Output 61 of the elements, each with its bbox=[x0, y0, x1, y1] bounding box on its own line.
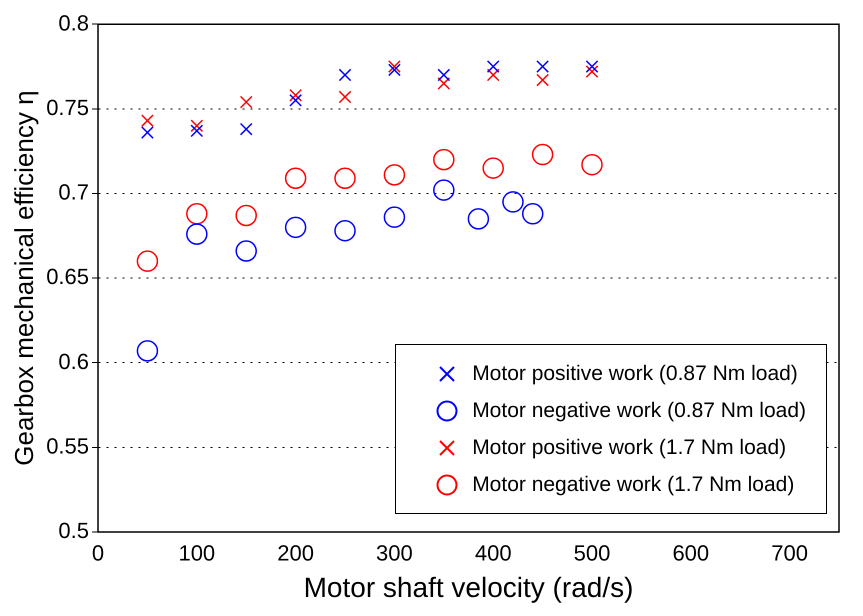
x-tick-label: 600 bbox=[672, 540, 710, 566]
point bbox=[190, 119, 204, 132]
point bbox=[284, 167, 306, 189]
point bbox=[586, 65, 598, 78]
point bbox=[334, 167, 356, 189]
point bbox=[486, 68, 500, 82]
y-tick-label: 0.55 bbox=[46, 433, 90, 458]
legend-label: Motor positive work (0.87 Nm load) bbox=[472, 362, 798, 386]
point bbox=[433, 179, 455, 201]
point bbox=[334, 220, 356, 242]
x-tick-label: 100 bbox=[178, 540, 216, 566]
legend-label: Motor negative work (1.7 Nm load) bbox=[472, 472, 794, 496]
point bbox=[433, 148, 455, 170]
legend-label: Motor negative work (0.87 Nm load) bbox=[472, 398, 806, 422]
y-tick-label: 0.65 bbox=[46, 264, 90, 290]
point bbox=[536, 74, 550, 86]
point bbox=[522, 203, 544, 225]
point bbox=[482, 157, 504, 179]
point bbox=[186, 223, 208, 245]
point bbox=[284, 216, 306, 238]
point bbox=[388, 60, 401, 73]
point bbox=[384, 164, 406, 186]
y-axis-title: Gearbox mechanical efficiency η bbox=[8, 90, 39, 466]
point bbox=[532, 144, 554, 166]
x-tick-label: 300 bbox=[376, 540, 413, 566]
x-tick-label: 0 bbox=[92, 540, 104, 566]
y-tick-label: 0.5 bbox=[58, 518, 90, 544]
point bbox=[502, 191, 524, 213]
point bbox=[240, 96, 253, 108]
point bbox=[384, 206, 406, 228]
point bbox=[289, 94, 302, 107]
point bbox=[190, 124, 204, 138]
x-axis-title: Motor shaft velocity (rad/s) bbox=[304, 572, 634, 603]
x-tick-label: 700 bbox=[771, 540, 808, 566]
point bbox=[468, 208, 490, 230]
y-tick-label: 0.8 bbox=[58, 10, 90, 36]
point bbox=[235, 240, 257, 262]
legend-label: Motor positive work (1.7 Nm load) bbox=[472, 436, 786, 460]
point bbox=[136, 340, 158, 362]
point bbox=[536, 60, 550, 73]
point bbox=[586, 60, 598, 73]
point bbox=[141, 126, 154, 139]
point bbox=[388, 63, 401, 76]
point bbox=[186, 203, 208, 225]
point bbox=[437, 77, 450, 90]
x-tick-label: 400 bbox=[474, 540, 512, 566]
point bbox=[437, 68, 450, 82]
point bbox=[289, 88, 302, 102]
point bbox=[338, 68, 352, 82]
x-tick-label: 200 bbox=[277, 540, 314, 566]
point bbox=[581, 154, 603, 176]
point bbox=[141, 114, 154, 128]
y-tick-label: 0.7 bbox=[58, 180, 90, 205]
y-tick-label: 0.75 bbox=[46, 94, 90, 120]
point bbox=[486, 60, 500, 73]
point bbox=[240, 122, 253, 136]
point bbox=[338, 90, 352, 104]
y-tick-label: 0.6 bbox=[58, 348, 90, 374]
point bbox=[235, 204, 257, 226]
point bbox=[136, 250, 158, 272]
x-tick-label: 500 bbox=[574, 540, 610, 566]
